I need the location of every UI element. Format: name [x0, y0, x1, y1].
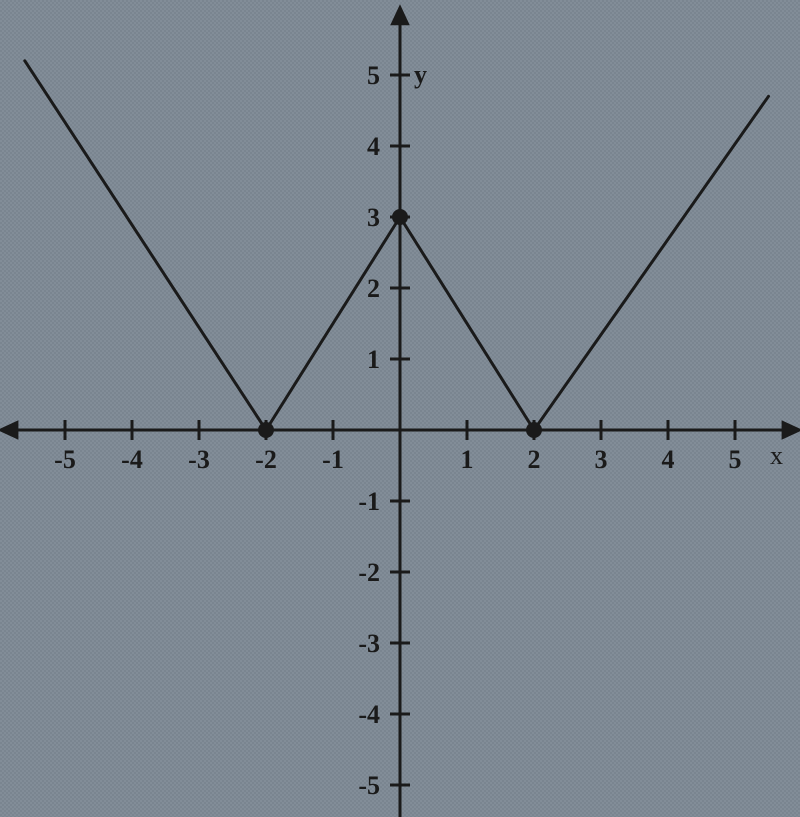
- x-tick-label: -3: [188, 445, 210, 474]
- y-tick-label: 3: [367, 203, 380, 232]
- y-tick-label: 4: [367, 132, 380, 161]
- coordinate-plane-chart: -5-4-3-2-112345-5-4-3-2-112345xy: [0, 0, 800, 817]
- x-tick-label: 5: [729, 445, 742, 474]
- y-tick-label: -1: [358, 487, 380, 516]
- chart-svg: -5-4-3-2-112345-5-4-3-2-112345xy: [0, 0, 800, 817]
- x-tick-label: -5: [54, 445, 76, 474]
- y-tick-label: -5: [358, 771, 380, 800]
- y-tick-label: -2: [358, 558, 380, 587]
- x-tick-label: 3: [595, 445, 608, 474]
- y-tick-label: -3: [358, 629, 380, 658]
- x-tick-label: 1: [461, 445, 474, 474]
- y-tick-label: 2: [367, 274, 380, 303]
- y-tick-label: 1: [367, 345, 380, 374]
- y-tick-label: -4: [358, 700, 380, 729]
- x-tick-label: -1: [322, 445, 344, 474]
- data-point-marker: [392, 209, 408, 225]
- y-tick-label: 5: [367, 61, 380, 90]
- x-tick-label: 2: [528, 445, 541, 474]
- data-point-marker: [526, 422, 542, 438]
- y-axis-label: y: [414, 60, 427, 89]
- x-tick-label: -2: [255, 445, 277, 474]
- x-axis-label: x: [770, 441, 783, 470]
- x-tick-label: 4: [662, 445, 675, 474]
- data-point-marker: [258, 422, 274, 438]
- x-tick-label: -4: [121, 445, 143, 474]
